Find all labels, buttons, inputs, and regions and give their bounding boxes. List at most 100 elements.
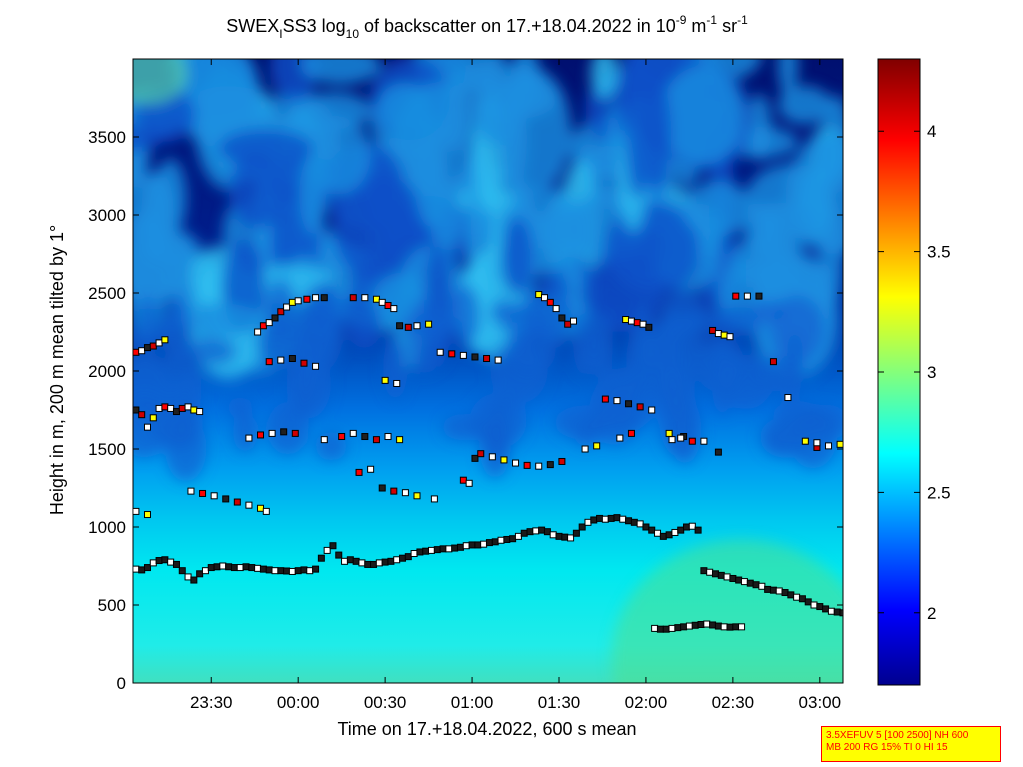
data-marker [549, 531, 557, 539]
data-marker [320, 294, 328, 302]
data-marker [625, 400, 633, 408]
data-marker [271, 567, 279, 575]
heatmap-cloud [697, 337, 745, 394]
data-marker [535, 291, 543, 299]
data-marker [338, 433, 346, 441]
data-marker [700, 437, 708, 445]
x-tick-label: 01:30 [538, 693, 581, 712]
heatmap-cloud [611, 539, 843, 683]
data-marker [277, 308, 285, 316]
data-marker [167, 558, 175, 566]
data-marker [390, 305, 398, 313]
data-marker [622, 316, 630, 324]
data-marker [361, 433, 369, 441]
data-marker [630, 518, 638, 526]
data-marker [685, 622, 693, 630]
colorbar-tick-label: 4 [927, 122, 936, 141]
data-marker [740, 578, 748, 586]
x-tick-label: 01:00 [451, 693, 494, 712]
data-marker [143, 511, 151, 519]
data-marker [700, 567, 708, 575]
data-marker [703, 620, 711, 628]
data-marker [317, 554, 325, 562]
x-tick-label: 00:00 [277, 693, 320, 712]
heatmap-cloud [184, 337, 237, 365]
data-marker [155, 339, 163, 347]
data-marker [341, 557, 349, 565]
data-marker [636, 403, 644, 411]
data-marker [477, 450, 485, 458]
data-marker [735, 576, 743, 584]
heatmap-cloud [404, 300, 445, 374]
data-marker [312, 294, 320, 302]
data-marker [361, 294, 369, 302]
data-marker [451, 544, 459, 552]
data-marker [404, 553, 412, 561]
data-marker [372, 436, 380, 444]
data-marker [590, 516, 598, 524]
data-marker [393, 379, 401, 387]
data-marker [656, 625, 664, 633]
data-marker [694, 526, 702, 534]
heatmap-cloud [191, 86, 265, 117]
data-marker [532, 527, 540, 535]
heatmap-cloud [590, 59, 619, 99]
data-marker [738, 623, 746, 631]
data-marker [500, 456, 508, 464]
heatmap-cloud [256, 316, 302, 367]
data-marker [459, 476, 467, 484]
data-marker [294, 297, 302, 305]
data-marker [271, 314, 279, 322]
data-marker [714, 330, 722, 338]
data-marker [184, 403, 192, 411]
data-marker [723, 573, 731, 581]
data-marker [581, 445, 589, 453]
data-marker [184, 573, 192, 581]
heatmap-cloud [780, 356, 801, 406]
data-marker [688, 437, 696, 445]
data-marker [222, 495, 230, 503]
data-marker [822, 605, 830, 613]
x-tick-label: 23:30 [190, 693, 233, 712]
data-marker [254, 564, 262, 572]
data-marker [378, 298, 386, 306]
data-marker [413, 322, 421, 330]
data-marker [384, 433, 392, 441]
heatmap-cloud [490, 299, 519, 326]
data-marker [329, 542, 337, 550]
data-marker [320, 436, 328, 444]
data-marker [555, 532, 563, 540]
data-marker [283, 303, 291, 311]
data-marker [242, 563, 250, 571]
colorbar-gradient [877, 58, 921, 686]
data-marker [709, 621, 717, 629]
data-marker [801, 437, 809, 445]
data-marker [512, 459, 520, 467]
data-marker [233, 498, 241, 506]
data-marker [436, 348, 444, 356]
data-marker [677, 526, 685, 534]
data-marker [133, 565, 140, 573]
data-marker [259, 322, 267, 330]
data-marker [364, 560, 372, 568]
data-marker [459, 351, 467, 359]
data-marker [265, 566, 273, 574]
data-marker [462, 542, 470, 550]
data-marker [416, 548, 424, 556]
data-marker [167, 404, 175, 412]
x-axis-label: Time on 17.+18.04.2022, 600 s mean [337, 719, 636, 739]
x-tick-label: 02:30 [712, 693, 755, 712]
data-marker [445, 545, 453, 553]
data-marker [683, 523, 691, 531]
heatmap-cloud [760, 416, 812, 458]
data-marker [370, 560, 378, 568]
data-marker [291, 429, 299, 437]
data-marker [155, 404, 163, 412]
data-marker [254, 328, 262, 336]
data-marker [613, 514, 621, 522]
data-marker [257, 504, 265, 512]
data-marker [793, 593, 801, 601]
data-marker [143, 423, 151, 431]
data-marker [190, 576, 198, 584]
heatmap-cloud [376, 82, 433, 136]
